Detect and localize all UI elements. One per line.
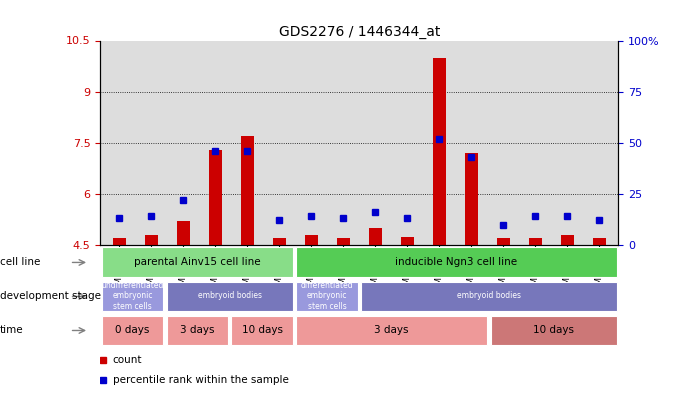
Bar	[361, 281, 617, 311]
Bar	[593, 238, 605, 245]
Bar	[296, 247, 617, 277]
Bar	[369, 228, 381, 245]
Bar	[296, 281, 358, 311]
Text: parental Ainv15 cell line: parental Ainv15 cell line	[134, 257, 261, 267]
Bar	[529, 238, 542, 245]
Text: 10 days: 10 days	[533, 325, 574, 335]
Bar	[401, 237, 414, 245]
Bar	[296, 315, 487, 345]
Text: 3 days: 3 days	[180, 325, 215, 335]
Text: differentiated
embryonic
stem cells: differentiated embryonic stem cells	[301, 281, 353, 311]
Text: 0 days: 0 days	[115, 325, 150, 335]
Title: GDS2276 / 1446344_at: GDS2276 / 1446344_at	[278, 26, 440, 39]
Bar	[102, 281, 163, 311]
Text: development stage: development stage	[0, 292, 101, 301]
Bar	[177, 221, 190, 245]
Bar	[241, 136, 254, 245]
Bar	[113, 238, 126, 245]
Bar	[561, 235, 574, 245]
Text: undifferentiated
embryonic
stem cells: undifferentiated embryonic stem cells	[102, 281, 164, 311]
Text: percentile rank within the sample: percentile rank within the sample	[113, 375, 289, 385]
Text: cell line: cell line	[0, 258, 40, 267]
Text: 3 days: 3 days	[375, 325, 409, 335]
Bar	[465, 153, 477, 245]
Bar	[209, 149, 222, 245]
Text: inducible Ngn3 cell line: inducible Ngn3 cell line	[395, 257, 518, 267]
Text: count: count	[113, 355, 142, 365]
Bar	[305, 235, 318, 245]
Bar	[102, 315, 163, 345]
Bar	[497, 238, 510, 245]
Text: time: time	[0, 326, 23, 335]
Bar	[337, 238, 350, 245]
Bar	[231, 315, 293, 345]
Bar	[433, 58, 446, 245]
Bar	[491, 315, 617, 345]
Text: embryoid bodies: embryoid bodies	[198, 291, 262, 300]
Bar	[167, 281, 293, 311]
Bar	[273, 238, 286, 245]
Bar	[167, 315, 228, 345]
Text: 10 days: 10 days	[242, 325, 283, 335]
Text: embryoid bodies: embryoid bodies	[457, 291, 521, 300]
Bar	[102, 247, 293, 277]
Bar	[145, 235, 158, 245]
